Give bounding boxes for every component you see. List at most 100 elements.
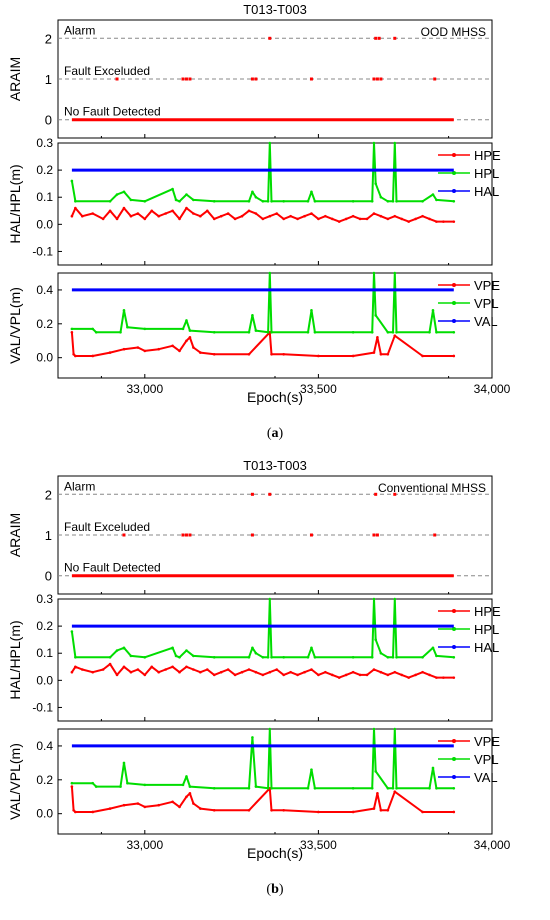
fig-a-horizontal-legend-hpe-label: HPE [474,148,501,163]
fig-b-horizontal-series-hpe-point [317,673,320,677]
fig-a-vertical-x-tick-label: 33,500 [300,382,337,396]
fig-b-vertical-series-vpl-point [386,786,390,790]
fig-a-horizontal-series-hpe-point [185,206,188,210]
fig-b-horizontal-series-hpe-point [233,673,237,677]
fig-a-vertical-series-vpl-point [270,330,273,334]
fig-a-horizontal-series-hpl-point [171,187,174,191]
fig-b-horizontal-series-hpl-point [174,654,178,658]
fig-b-vertical-series-vpe-point [270,808,273,812]
fig-b-horizontal-series-hpe-point [414,673,417,677]
fig-a-horizontal-series-hpe-point [240,214,244,218]
fig-b-horizontal-series-hpl-point [313,655,317,659]
fig-a-horizontal-series-hpl-point [108,199,112,203]
fig-b-vertical-series-vpl-point [395,786,398,790]
fig-b-horizontal-series-hpl-point [435,654,438,658]
fig-b-araim-event-marker [372,533,376,537]
fig-a-horizontal-series-hpl-point [115,193,119,196]
fig-a-horizontal-series-hpe-point [74,206,77,210]
fig-b-horizontal-y-tick-label: 0.2 [36,619,53,633]
fig-b-horizontal-series-hpl-point [266,655,270,659]
fig-b-horizontal-series-hpe-point [171,665,174,669]
fig-a-horizontal-series-hpl-point [370,199,374,203]
fig-b-horizontal-series-hpe-point [337,676,341,679]
fig-a-horizontal-series-hpe-point [296,217,299,221]
fig-a-horizontal-series-hpe-point [261,217,265,221]
fig-a-vertical-series-vpl-point [435,330,438,334]
fig-b-vertical-series-vpe-point [143,805,147,809]
fig-a-vertical-series-vpl-point [94,330,98,334]
fig-b-vertical-series-vpl-point [270,786,273,790]
fig-a-horizontal-series-hpe-point [275,212,279,215]
fig-b-horizontal-series-hpe-point [157,670,160,674]
fig-a-horizontal-series-hpe-point [324,214,327,218]
fig-a-vertical-series-vpl-point [428,330,431,334]
fig-b-vertical-series-vpl-point [122,761,126,765]
fig-b-horizontal-series-hpl-point [261,655,265,659]
fig-b-vertical-series-vpl-point [94,785,98,788]
fig-b-horizontal-series-hpl-point [251,646,254,650]
fig-b-araim-event-marker [433,533,437,537]
fig-b-vertical-series-vpe-point [247,808,251,812]
fig-a-horizontal-series-hpe-point [400,217,404,221]
fig-a-vertical-series-vpl-point [126,325,129,329]
fig-b-horizontal-series-hpl-point [310,646,313,650]
fig-b-vertical-series-vpl-point [428,786,431,790]
fig-b-horizontal-series-hpe-point [199,670,202,674]
fig-a-horizontal-legend-hal-label: HAL [474,184,499,199]
fig-b-vertical-series-vpl-point [212,786,216,790]
fig-b-araim-event-marker [188,533,192,537]
fig-a-horizontal-series-hpe-point [428,217,431,221]
fig-a-horizontal-series-hpe-point [150,209,154,213]
fig-b-horizontal-series-hpe-point [324,670,327,674]
fig-a-vertical-y-tick-label: 0.4 [36,283,53,297]
fig-b-vertical-series-vpe-point [317,810,320,814]
fig-b-vertical-series-vpe-point [199,807,202,810]
fig-b-vertical-series-vpl-point [126,781,129,785]
fig-a-horizontal-y-tick-label: 0.0 [36,217,53,231]
fig-b-vertical-legend-vpl-marker [452,757,456,761]
fig-b-horizontal-series-hpe-point [407,676,410,679]
fig-b-vertical-series-vpe-point [188,792,192,795]
fig-a-vertical-series-vpl-point [185,319,188,322]
fig-a-araim-event-marker [309,77,313,81]
fig-b-horizontal-series-hpl-point [379,651,383,655]
fig-b-horizontal-series-hpe-point [303,670,306,674]
fig-a-horizontal-series-hpl-point [351,199,355,203]
fig-b-caption-close: ) [279,882,284,897]
fig-b-horizontal-series-hpl-point [270,655,273,659]
fig-a-horizontal-series-hpl-point [395,199,398,203]
fig-a-vertical-series-vpe-point [74,354,77,358]
fig-a-horizontal-series-hpl-point [174,198,178,202]
fig-a-vertical-series-vpe-point [376,336,379,339]
fig-b-vertical-series-vpl-point [452,786,456,790]
fig-b-horizontal-series-hpe-point [247,668,251,671]
fig-a-horizontal-series-hpl-point [374,182,377,185]
fig-b-horizontal-series-hpe-point [358,673,362,677]
fig-a-horizontal-series-hpe-point [136,212,140,215]
fig-a-caption-letter: a [272,426,279,441]
fig-b-horizontal-series-hpl-point [393,597,397,601]
fig-b-horizontal-series-hpe-point [185,665,188,669]
fig-b-caption: (b) [266,882,283,897]
fig-a-horizontal-series-hpe-point [143,217,147,221]
fig-a-horizontal-series-hpl-point [70,179,74,183]
fig-a-vertical-series-vpe-point [70,330,74,334]
fig-a-horizontal-series-hpe-point [303,214,306,218]
fig-a-horizontal-series-hpe-point [358,217,362,221]
fig-a-horizontal-series-hpe-point [81,214,84,218]
fig-a-horizontal-series-hpe-point [233,217,237,221]
fig-b-vertical-series-vpl-point [268,727,272,731]
fig-b-vertical-series-vpl-point [372,727,376,731]
fig-a-horizontal-series-hpe-point [122,206,126,210]
fig-a-vertical-series-vpl-point [251,314,254,317]
fig-b-horizontal-series-hpe-point [74,665,77,669]
fig-a-araim-event-marker [433,77,437,81]
fig-b-horizontal-series-hpl-point [74,655,77,659]
fig-b-horizontal-series-hpe-point [289,670,292,674]
fig-b-horizontal-series-hpe-point [379,670,383,674]
fig-b-horizontal-series-hpl-point [247,655,251,659]
fig-b-vertical-series-vpe-point [192,802,195,805]
fig-b-horizontal-legend-hal-marker [452,645,456,649]
fig-a-horizontal-series-hpe-point [310,212,313,215]
fig-b-horizontal-series-hpe-point [81,668,84,671]
